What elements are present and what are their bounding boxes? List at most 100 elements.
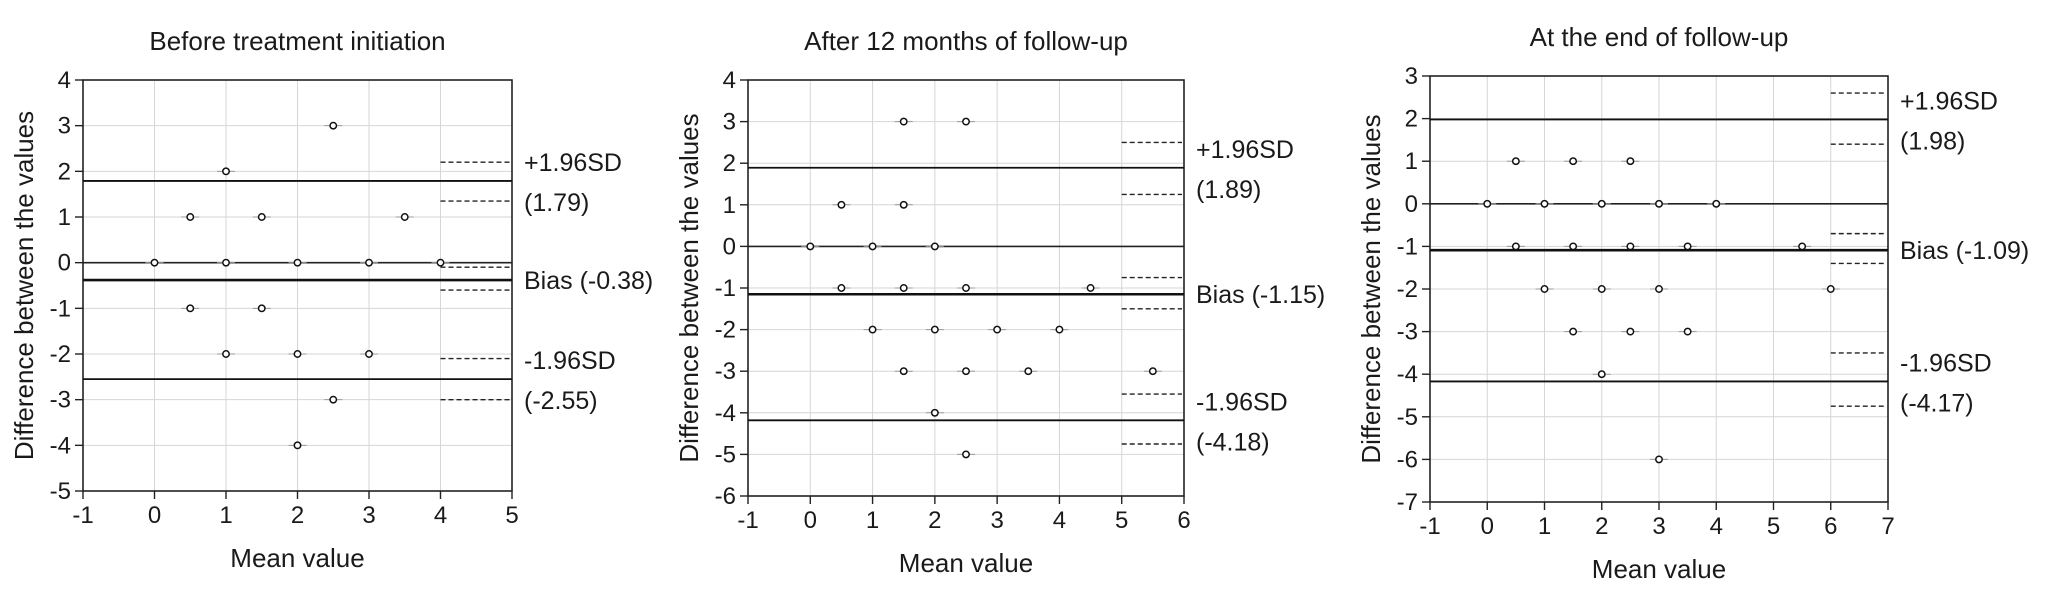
line-value-label: (-4.17) — [1900, 389, 1974, 417]
data-point — [293, 258, 302, 267]
y-tick-label: -7 — [1397, 489, 1418, 516]
y-tick-label: -4 — [715, 400, 736, 427]
x-axis-label: Mean value — [899, 548, 1033, 578]
x-tick-label: 4 — [434, 502, 447, 529]
data-point — [962, 117, 970, 126]
x-axis-label: Mean value — [1592, 554, 1726, 584]
x-tick-label: 0 — [804, 507, 817, 534]
y-tick-label: -3 — [50, 387, 71, 414]
y-tick-label: -2 — [50, 341, 71, 368]
y-tick-label: -1 — [50, 295, 71, 322]
chart-title: Before treatment initiation — [149, 26, 445, 56]
x-tick-label: 4 — [1053, 507, 1066, 534]
x-tick-label: 3 — [1652, 513, 1665, 540]
y-tick-label: 4 — [58, 67, 71, 94]
data-point — [899, 117, 908, 126]
x-tick-label: 2 — [928, 507, 941, 534]
data-point — [1148, 367, 1157, 376]
x-tick-label: 3 — [362, 502, 375, 529]
data-point — [1798, 242, 1807, 251]
data-point — [962, 367, 970, 376]
data-point — [899, 367, 908, 376]
x-tick-label: 1 — [866, 507, 879, 534]
x-tick-label: -1 — [737, 507, 758, 534]
y-tick-label: -2 — [715, 317, 736, 344]
data-point — [1055, 325, 1064, 334]
data-point — [1626, 157, 1635, 166]
y-tick-label: -4 — [50, 432, 71, 459]
line-label: -1.96SD — [1196, 388, 1288, 416]
data-point — [1826, 285, 1835, 293]
y-tick-label: 0 — [723, 233, 736, 260]
y-tick-label: 0 — [1405, 191, 1418, 218]
x-tick-label: 6 — [1824, 513, 1837, 540]
data-point — [400, 213, 409, 221]
line-label: +1.96SD — [1196, 136, 1294, 164]
x-tick-label: 1 — [1538, 513, 1551, 540]
line-label: -1.96SD — [524, 347, 616, 375]
data-point — [1597, 370, 1606, 379]
data-point — [365, 258, 373, 267]
data-point — [293, 350, 302, 358]
data-point — [222, 350, 230, 358]
y-tick-label: 3 — [58, 113, 71, 140]
y-tick-label: 2 — [58, 158, 71, 185]
data-point — [899, 200, 908, 209]
data-point — [806, 242, 815, 251]
data-point — [293, 441, 302, 450]
data-point — [1483, 199, 1492, 208]
line-value-label: (-2.55) — [524, 387, 598, 415]
data-point — [186, 213, 195, 221]
data-point — [993, 325, 1002, 334]
line-label: Bias (-0.38) — [524, 267, 653, 295]
x-tick-label: 4 — [1710, 513, 1723, 540]
line-value-label: (1.98) — [1900, 127, 1965, 155]
y-tick-label: -5 — [50, 478, 71, 505]
y-tick-label: -4 — [1397, 361, 1418, 388]
line-value-label: (1.79) — [524, 189, 589, 217]
y-tick-label: 4 — [723, 67, 736, 94]
y-tick-label: -6 — [1397, 446, 1418, 473]
y-tick-label: 2 — [1405, 106, 1418, 133]
panel-2: After 12 months of follow-up-1 0 1 2 3 4 5 6-6-… — [674, 26, 1325, 578]
data-point — [1712, 199, 1721, 208]
data-point — [1626, 327, 1635, 336]
data-point — [257, 304, 266, 313]
data-point — [329, 121, 338, 130]
line-value-label: (1.89) — [1196, 176, 1261, 204]
y-tick-label: -1 — [715, 275, 736, 302]
line-label: Bias (-1.09) — [1900, 237, 2029, 265]
data-point — [436, 258, 445, 267]
line-label: Bias (-1.15) — [1196, 281, 1325, 309]
data-point — [1683, 327, 1692, 336]
data-point — [930, 408, 939, 417]
y-axis-label: Difference between the values — [674, 113, 704, 462]
data-point — [1569, 157, 1578, 166]
data-point — [222, 167, 230, 176]
y-tick-label: -6 — [715, 483, 736, 510]
y-tick-label: -1 — [1397, 233, 1418, 260]
data-point — [868, 325, 877, 334]
data-point — [1597, 199, 1606, 208]
x-tick-label: 5 — [505, 502, 518, 529]
x-tick-label: 6 — [1177, 507, 1190, 534]
y-tick-label: 3 — [723, 109, 736, 136]
data-point — [1024, 367, 1033, 376]
line-label: -1.96SD — [1900, 349, 1992, 377]
data-point — [1511, 157, 1520, 166]
x-tick-label: 2 — [1595, 513, 1608, 540]
data-point — [1569, 242, 1578, 251]
data-point — [1626, 242, 1635, 251]
y-tick-label: -3 — [1397, 319, 1418, 346]
y-tick-label: 1 — [723, 192, 736, 219]
line-label: +1.96SD — [524, 149, 622, 177]
data-point — [1540, 285, 1549, 293]
data-point — [1683, 242, 1692, 251]
y-tick-label: -5 — [1397, 404, 1418, 431]
y-tick-label: 2 — [723, 150, 736, 177]
panel-3: At the end of follow-up -1 0 1 2 3 4 5 6 7 -7 -6 -5 -… — [1356, 22, 2029, 584]
y-tick-label: 1 — [1405, 148, 1418, 175]
data-point — [1597, 285, 1606, 293]
y-axis-label: Difference between the values — [9, 111, 39, 460]
